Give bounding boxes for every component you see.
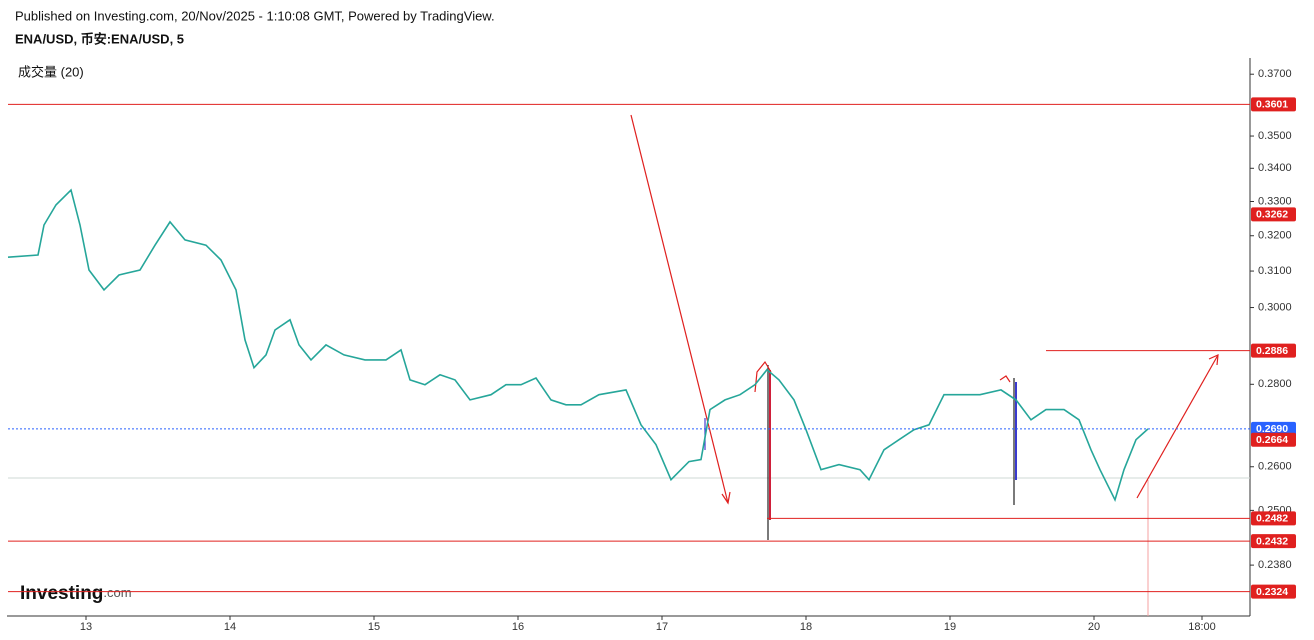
- price-label-box: [1251, 97, 1296, 112]
- y-tick-label: 0.3400: [1258, 162, 1292, 174]
- price-label-box: [1251, 207, 1296, 222]
- price-label: 0.2482: [1256, 513, 1288, 525]
- x-tick-label: 14: [224, 621, 236, 633]
- price-label: 0.2886: [1256, 345, 1288, 357]
- price-label-box: [1251, 511, 1296, 526]
- y-tick-label: 0.3500: [1258, 130, 1292, 142]
- logo: Investing.com: [20, 583, 132, 604]
- price-label: 0.2664: [1256, 434, 1288, 446]
- price-line: [7, 188, 1149, 502]
- x-tick-label: 19: [944, 621, 956, 633]
- annotations: [630, 114, 1219, 540]
- y-tick-label: 0.2380: [1258, 559, 1292, 571]
- logo-suffix: .com: [103, 585, 131, 600]
- logo-main: Investing: [20, 583, 103, 604]
- y-tick-label: 0.2800: [1258, 378, 1292, 390]
- arrow-head: [721, 491, 731, 505]
- price-label: 0.3601: [1256, 99, 1288, 111]
- x-tick-label: 16: [512, 621, 524, 633]
- x-tick-label: 17: [656, 621, 668, 633]
- y-tick-label: 0.3700: [1258, 68, 1292, 80]
- indicator: 成交量 (20): [18, 64, 84, 79]
- price-label: 0.2324: [1256, 586, 1288, 598]
- y-tick-label: 0.3100: [1258, 265, 1292, 277]
- marker: [999, 375, 1011, 383]
- x-tick-label: 13: [80, 621, 92, 633]
- arrow: [630, 114, 729, 504]
- arrow-head: [1208, 354, 1219, 366]
- y-tick-label: 0.3200: [1258, 230, 1292, 242]
- price-label: 0.2432: [1256, 535, 1288, 547]
- x-tick-label: 20: [1088, 621, 1100, 633]
- y-tick-label: 0.3000: [1258, 301, 1292, 313]
- price-label-box: [1251, 343, 1296, 358]
- price-label-box: [1251, 584, 1296, 599]
- arrow: [1136, 354, 1219, 499]
- published: Published on Investing.com, 20/Nov/2025 …: [15, 8, 495, 23]
- price-label-box: [1251, 534, 1296, 549]
- marker: [754, 360, 772, 393]
- x-tick-label: 15: [368, 621, 380, 633]
- symbol: ENA/USD, 币安:ENA/USD, 5: [15, 31, 184, 46]
- x-tick-label: 18: [800, 621, 812, 633]
- y-tick-label: 0.3300: [1258, 195, 1292, 207]
- price-label-box: [1251, 421, 1296, 436]
- x-tick-label: 18:00: [1188, 621, 1216, 633]
- price-label: 0.3262: [1256, 209, 1288, 221]
- price-label: 0.2690: [1256, 423, 1288, 435]
- price-label-box: [1251, 432, 1296, 447]
- y-tick-label: 0.2600: [1258, 461, 1292, 473]
